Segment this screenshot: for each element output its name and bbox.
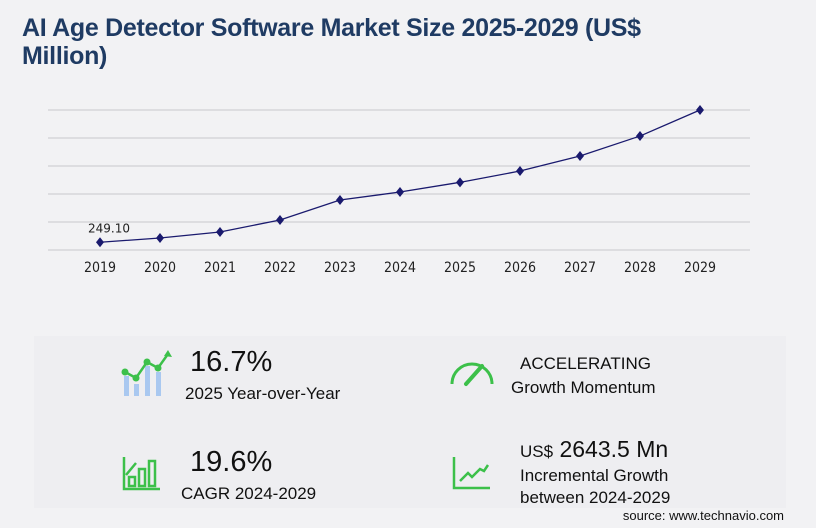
- momentum-label: Growth Momentum: [511, 378, 656, 397]
- incremental-value-row: US$ 2643.5 Mn: [520, 436, 668, 463]
- x-tick-label: 2020: [144, 260, 176, 276]
- data-point: [156, 233, 164, 244]
- x-tick-label: 2025: [444, 260, 476, 276]
- x-tick-label: 2019: [84, 260, 116, 276]
- data-point: [216, 226, 224, 237]
- yoy-label: 2025 Year-over-Year: [185, 384, 341, 403]
- data-point: [396, 187, 404, 198]
- x-tick-label: 2026: [504, 260, 536, 276]
- incremental-value: 2643.5 Mn: [559, 436, 669, 462]
- speedometer-icon: [450, 362, 494, 386]
- bar-chart-icon: [122, 457, 160, 491]
- line-chart: 2019 249.10 2020 2021 2022 2023 2024 2025 2026 20…: [48, 104, 750, 276]
- data-point: [336, 195, 344, 206]
- chart-title: AI Age Detector Software Market Size 202…: [22, 14, 641, 70]
- x-tick-label: 2024: [384, 260, 416, 276]
- growth-chart-icon: [121, 350, 172, 396]
- momentum-value: ACCELERATING: [520, 354, 651, 373]
- data-point: [516, 166, 524, 177]
- data-point: [456, 177, 464, 188]
- data-point: [636, 131, 644, 142]
- incremental-period: between 2024-2029: [520, 488, 671, 507]
- currency-prefix: US$: [520, 442, 554, 461]
- cagr-label: CAGR 2024-2029: [181, 484, 317, 503]
- incremental-label: Incremental Growth: [520, 466, 669, 485]
- cagr-value: 19.6%: [190, 446, 273, 478]
- trend-line-icon: [452, 457, 490, 490]
- x-tick-label: 2023: [324, 260, 356, 276]
- x-tick-label: 2027: [564, 260, 596, 276]
- data-point: [576, 151, 584, 162]
- data-point: [696, 104, 704, 115]
- source-text: source: www.technavio.com: [622, 508, 784, 523]
- x-tick-label: 2029: [684, 260, 716, 276]
- yoy-value: 16.7%: [190, 346, 273, 378]
- x-tick-label: 2028: [624, 260, 656, 276]
- x-tick-label: 2022: [264, 260, 296, 276]
- x-tick-label: 2021: [204, 260, 236, 276]
- data-point: [276, 215, 284, 226]
- data-point: [96, 237, 104, 248]
- data-label: 249.10: [88, 221, 130, 235]
